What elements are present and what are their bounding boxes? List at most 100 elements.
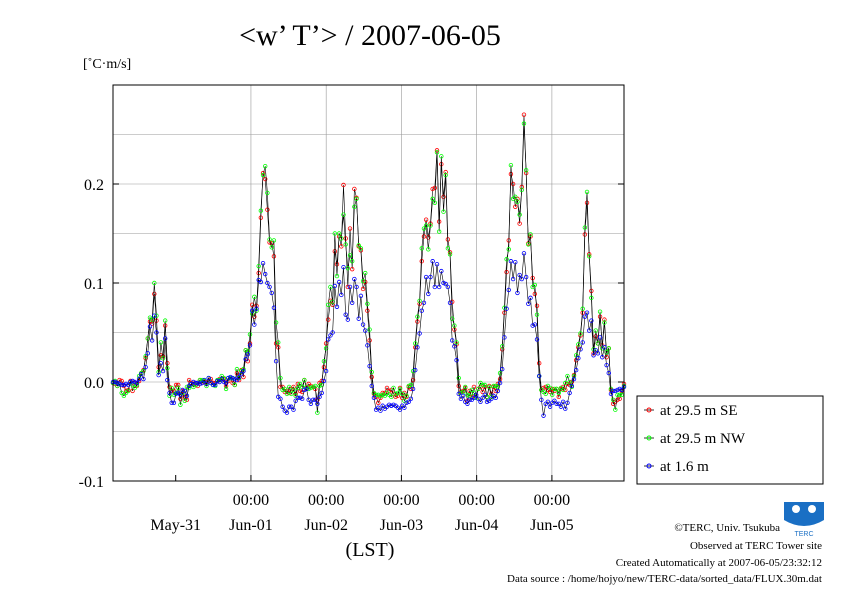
data-point: [476, 386, 481, 392]
data-point: [493, 383, 498, 389]
data-point: [271, 238, 277, 243]
data-point: [321, 364, 327, 370]
data-point: [358, 293, 364, 299]
data-point: [332, 283, 337, 289]
data-point: [154, 313, 159, 318]
data-point: [117, 381, 122, 387]
data-point: [119, 390, 124, 396]
data-point: [195, 380, 200, 386]
data-point: [154, 330, 159, 335]
data-point: [356, 243, 361, 248]
data-point: [580, 340, 585, 345]
data-point: [330, 299, 335, 305]
data-point: [158, 360, 164, 366]
data-point: [204, 381, 209, 387]
data-point: [513, 194, 518, 200]
data-point: [517, 212, 522, 217]
data-point: [439, 268, 444, 274]
data-point: [243, 357, 248, 362]
data-point: [408, 382, 414, 388]
data-point: [521, 121, 527, 126]
data-point: [539, 397, 544, 403]
data-point: [582, 314, 588, 319]
data-point: [447, 252, 453, 257]
data-point: [349, 300, 355, 305]
data-point: [267, 237, 272, 242]
x-tick-day-label: May-31: [150, 517, 201, 534]
data-point: [517, 221, 522, 226]
data-point: [223, 380, 229, 386]
data-point: [541, 413, 546, 418]
data-point: [504, 306, 509, 311]
data-point: [423, 217, 429, 222]
data-point: [258, 279, 264, 285]
y-axis-units: [˚C·m/s]: [83, 57, 131, 72]
data-point: [165, 377, 170, 383]
y-tick-labels: -0.1 0.0 0.1 0.2: [79, 177, 104, 491]
data-point: [265, 190, 270, 196]
data-point: [443, 169, 448, 175]
data-point: [513, 204, 518, 209]
data-point: [273, 341, 279, 346]
data-point: [267, 284, 272, 290]
data-point: [426, 235, 431, 240]
data-point: [332, 249, 337, 254]
data-point: [158, 340, 164, 345]
data-point: [223, 386, 229, 392]
data-point: [256, 263, 261, 269]
data-point: [443, 281, 448, 287]
data-point: [284, 410, 290, 415]
data-point: [421, 234, 427, 239]
data-point: [417, 331, 422, 336]
data-point: [578, 331, 583, 336]
data-point: [502, 335, 507, 340]
series-2: [110, 121, 627, 415]
data-point: [384, 385, 390, 391]
data-point: [560, 384, 566, 390]
terc-logo: TERC: [784, 502, 824, 538]
data-point: [119, 382, 124, 388]
data-point: [115, 380, 120, 386]
data-point: [595, 341, 601, 346]
data-point: [430, 196, 435, 202]
data-point: [291, 407, 296, 412]
data-point: [269, 245, 274, 250]
legend-marker: [646, 435, 652, 441]
data-point: [293, 398, 298, 404]
data-point: [423, 274, 429, 280]
data-point: [615, 387, 620, 393]
data-point: [554, 401, 559, 406]
data-point: [339, 236, 344, 241]
data-point: [502, 305, 507, 310]
data-point: [297, 395, 303, 401]
data-point: [615, 392, 620, 398]
data-point: [139, 371, 144, 377]
data-point: [391, 385, 396, 391]
series-line: [112, 114, 625, 405]
data-point: [463, 384, 468, 390]
data-point: [343, 242, 348, 247]
data-point: [217, 379, 222, 385]
data-point: [391, 402, 396, 407]
data-point: [162, 336, 168, 341]
data-point: [532, 322, 538, 327]
data-point: [508, 259, 514, 264]
data-point: [532, 291, 538, 297]
data-point: [510, 181, 516, 187]
data-point: [534, 312, 540, 317]
data-point: [230, 375, 235, 381]
legend-label: at 29.5 m SE: [660, 403, 738, 419]
data-point: [367, 327, 372, 332]
data-point: [239, 371, 244, 377]
data-point: [176, 382, 181, 388]
data-point: [456, 391, 461, 397]
data-point: [584, 189, 590, 195]
data-point: [123, 381, 129, 387]
data-point: [284, 391, 290, 397]
data-point: [432, 200, 438, 206]
data-point: [241, 368, 246, 374]
data-point: [556, 390, 561, 396]
data-point: [467, 397, 472, 403]
data-point: [345, 265, 351, 271]
data-point: [173, 391, 179, 397]
